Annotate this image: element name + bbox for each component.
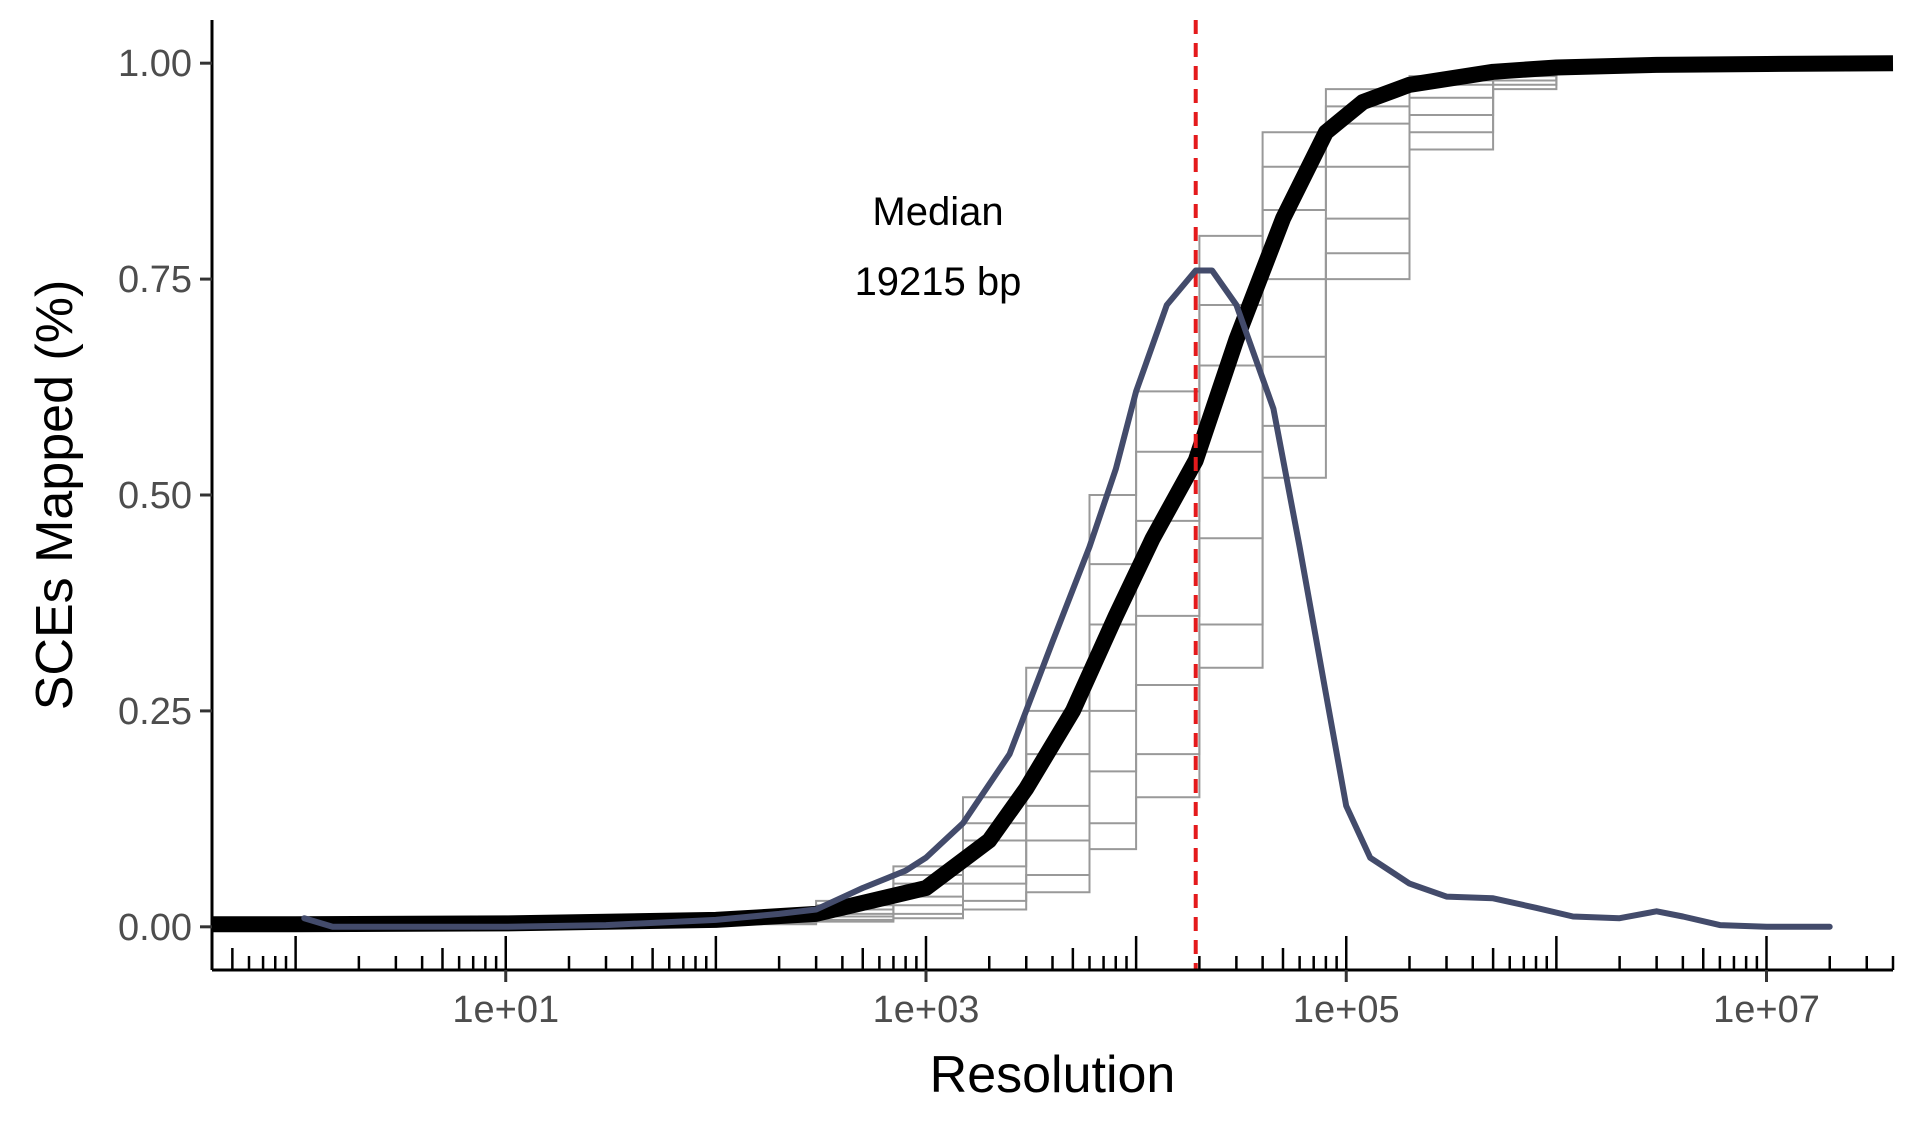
library-ecdf-line-1 <box>652 63 1558 920</box>
y-tick-label-2: 0.50 <box>118 475 192 517</box>
density-line-group <box>301 267 1833 930</box>
y-tick-label-4: 1.00 <box>118 43 192 85</box>
pooled-ecdf-line-group <box>212 55 1894 933</box>
library-ecdf-line-2 <box>652 63 1558 920</box>
y-tick-label-3: 0.75 <box>118 259 192 301</box>
x-axis-ticks: 1e+01 1e+03 1e+05 1e+07 <box>210 936 1895 1031</box>
x-tick-label-0: 1e+01 <box>452 989 559 1031</box>
library-ecdf-line-3 <box>652 63 1558 921</box>
library-ecdf-line-5 <box>652 63 1558 924</box>
library-ecdf-line-4 <box>652 63 1558 923</box>
plot-area <box>212 20 1894 970</box>
median-annotation-value: 19215 bp <box>855 260 1022 304</box>
x-tick-label-3: 1e+07 <box>1713 989 1820 1031</box>
y-tick-label-0: 0.00 <box>118 907 192 949</box>
x-tick-label-1: 1e+03 <box>873 989 980 1031</box>
x-tick-label-2: 1e+05 <box>1293 989 1400 1031</box>
y-tick-label-1: 0.25 <box>118 691 192 733</box>
median-annotation-label: Median <box>872 190 1003 234</box>
y-axis-title: SCEs Mapped (%) <box>26 280 84 711</box>
pooled-ecdf-line <box>212 55 1894 933</box>
library-ecdf-line-6 <box>652 63 1558 925</box>
library-ecdf-line-7 <box>652 63 1558 926</box>
axes: 1e+01 1e+03 1e+05 1e+07 0.00 0.25 0.50 0.75 1.0… <box>118 20 1895 1031</box>
density-line <box>301 267 1833 930</box>
x-axis-title: Resolution <box>930 1046 1176 1104</box>
y-axis-ticks: 0.00 0.25 0.50 0.75 1.00 <box>118 43 212 949</box>
